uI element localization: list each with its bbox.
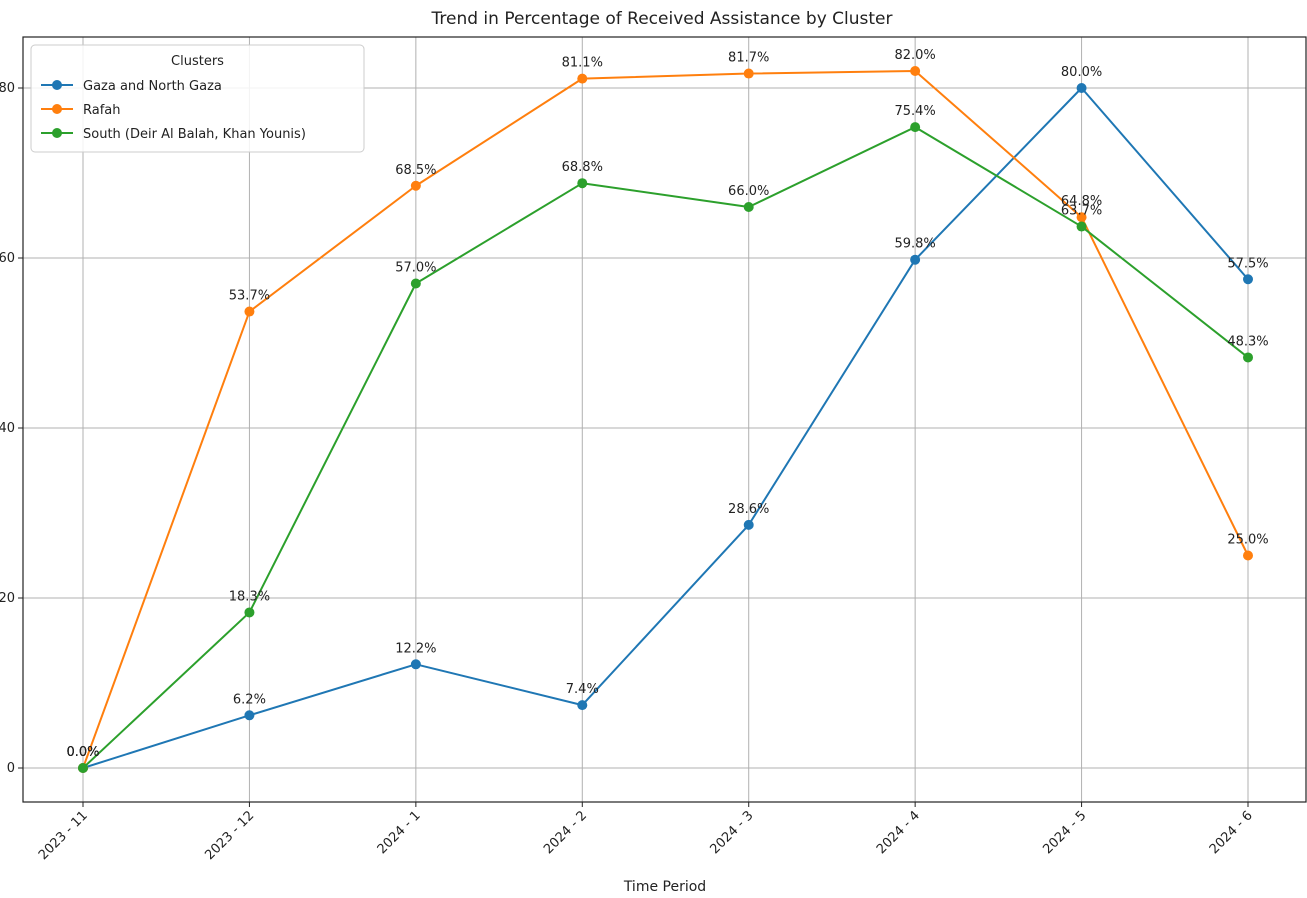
data-point <box>78 763 88 773</box>
data-label: 64.8% <box>1061 194 1102 209</box>
legend: Clusters Gaza and North Gaza Rafah South (D… <box>30 44 365 153</box>
x-axis-label: Time Period <box>623 879 706 895</box>
x-tick-label: 2023 - 12 <box>202 808 257 863</box>
x-tick-label: 2024 - 1 <box>375 808 424 857</box>
data-label: 7.4% <box>566 682 599 697</box>
legend-title: Clusters <box>171 54 224 69</box>
data-point <box>244 710 255 721</box>
data-label: 0.0% <box>66 745 99 760</box>
data-point <box>1243 550 1253 561</box>
x-tick-label: 2024 - 5 <box>1040 808 1089 857</box>
data-label: 80.0% <box>1061 65 1102 80</box>
legend-label: Rafah <box>83 103 121 118</box>
series-line <box>82 70 1249 769</box>
legend-marker <box>52 128 62 138</box>
data-labels: 0.0%6.2%12.2%7.4%28.6%59.8%80.0%57.5%0.0… <box>66 48 1268 760</box>
y-tick-label: 60 <box>0 251 15 266</box>
data-label: 12.2% <box>395 641 436 656</box>
data-point <box>743 68 754 79</box>
data-label: 81.7% <box>728 51 769 66</box>
data-point <box>410 659 421 670</box>
data-point <box>577 700 588 711</box>
x-axis: 2023 - 11 2023 - 12 2024 - 1 2024 - 2 2024 -… <box>36 802 1256 863</box>
data-point <box>577 178 588 189</box>
legend-marker <box>52 80 62 90</box>
y-tick-label: 0 <box>7 761 15 776</box>
data-label: 81.1% <box>562 56 603 71</box>
legend-box <box>30 44 365 153</box>
legend-label: South (Deir Al Balah, Khan Younis) <box>83 127 306 142</box>
series-line <box>82 87 1249 769</box>
data-label: 57.0% <box>395 261 436 276</box>
data-label: 53.7% <box>229 289 270 304</box>
legend-label: Gaza and North Gaza <box>83 79 222 94</box>
data-point <box>244 306 255 317</box>
x-tick-label: 2024 - 3 <box>708 808 757 857</box>
data-label: 0.0% <box>66 745 99 760</box>
data-point <box>743 519 754 530</box>
plot-area <box>22 36 1307 803</box>
x-tick-label: 2024 - 4 <box>874 808 923 857</box>
data-point <box>410 278 421 289</box>
data-point <box>1076 83 1087 93</box>
data-label: 18.3% <box>229 589 270 604</box>
data-point <box>1076 221 1087 232</box>
y-tick-label: 20 <box>0 591 15 606</box>
data-point <box>577 73 588 84</box>
series-2 <box>78 66 1253 773</box>
series-layer <box>78 66 1253 773</box>
data-label: 28.6% <box>728 502 769 517</box>
data-label: 82.0% <box>894 48 935 63</box>
data-label: 57.5% <box>1227 256 1268 271</box>
data-point <box>1243 352 1253 363</box>
data-label: 66.0% <box>728 184 769 199</box>
legend-item: Gaza and North Gaza <box>41 79 222 94</box>
y-tick-label: 80 <box>0 81 15 96</box>
data-point <box>910 66 921 76</box>
data-label: 75.4% <box>894 104 935 119</box>
data-label: 63.7% <box>1061 204 1102 219</box>
chart-title: Trend in Percentage of Received Assistan… <box>431 9 893 29</box>
data-label: 48.3% <box>1227 334 1268 349</box>
legend-item: Rafah <box>41 103 121 118</box>
grid-lines <box>23 37 1306 802</box>
data-label: 25.0% <box>1227 533 1268 548</box>
data-point <box>910 254 921 265</box>
data-point <box>1243 274 1253 285</box>
legend-item: South (Deir Al Balah, Khan Younis) <box>41 127 306 142</box>
series-line <box>82 126 1249 769</box>
data-label: 6.2% <box>233 692 266 707</box>
x-tick-label: 2024 - 6 <box>1207 808 1256 857</box>
x-tick-label: 2023 - 11 <box>36 808 91 863</box>
x-tick-label: 2024 - 2 <box>541 808 590 857</box>
legend-marker <box>52 104 62 114</box>
y-tick-label: 40 <box>0 421 15 436</box>
data-label: 68.5% <box>395 163 436 178</box>
data-point <box>743 202 754 212</box>
data-point <box>910 122 921 133</box>
data-point <box>1076 212 1087 223</box>
data-label: 0.0% <box>66 745 99 760</box>
data-point <box>410 180 421 191</box>
data-label: 68.8% <box>562 160 603 175</box>
y-axis: 0 20 40 60 80 <box>0 81 23 776</box>
series-3 <box>78 122 1253 773</box>
data-label: 59.8% <box>894 237 935 252</box>
data-point <box>244 607 255 618</box>
